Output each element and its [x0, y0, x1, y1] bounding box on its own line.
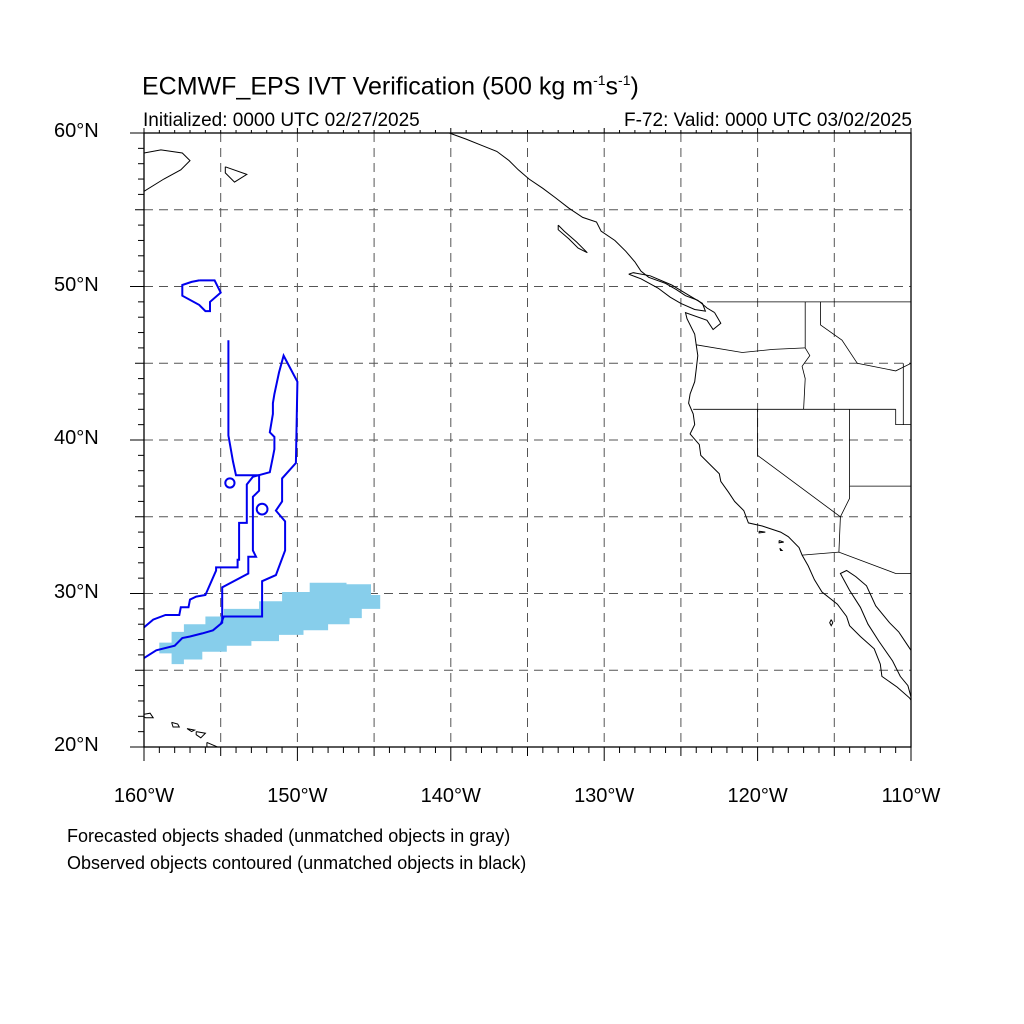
state-border — [802, 551, 911, 574]
state-border — [801, 301, 811, 410]
coastline — [779, 547, 784, 551]
forecast-object — [159, 582, 381, 665]
state-border — [696, 344, 806, 353]
lat-label: 20°N — [54, 734, 99, 756]
lon-label: 110°W — [881, 785, 941, 807]
coastline — [923, 670, 977, 710]
lat-label: 60°N — [54, 120, 99, 142]
coastline — [839, 569, 911, 699]
coastline — [144, 149, 191, 192]
lon-label: 130°W — [574, 785, 635, 807]
coastline — [684, 311, 911, 702]
observed-blob — [224, 477, 236, 489]
caption-observed: Observed objects contoured (unmatched ob… — [67, 853, 527, 873]
coastline — [557, 224, 588, 254]
lat-label: 40°N — [54, 427, 99, 449]
state-border — [820, 301, 911, 372]
observed-objects — [144, 279, 299, 659]
state-border — [757, 409, 841, 553]
coastline — [449, 133, 715, 314]
state-border — [895, 409, 911, 426]
lon-label: 120°W — [727, 785, 788, 807]
observed-blob — [255, 502, 269, 516]
coastline — [829, 619, 834, 627]
forecast-objects — [159, 582, 381, 665]
map-title: ECMWF_EPS IVT Verification (500 kg m-1s-… — [142, 72, 639, 101]
lon-label: 140°W — [420, 785, 481, 807]
observed-object — [181, 279, 222, 313]
lon-label: 150°W — [267, 785, 328, 807]
caption-forecast: Forecasted objects shaded (unmatched obj… — [67, 826, 511, 846]
coastline — [224, 166, 248, 183]
coastlines — [144, 133, 977, 747]
lat-label: 50°N — [54, 273, 99, 296]
grid-lines — [144, 133, 911, 747]
coastline — [206, 741, 219, 747]
axis-ticks — [130, 128, 912, 761]
coastline — [195, 731, 207, 739]
observed-object — [144, 340, 261, 659]
coastline — [186, 728, 197, 733]
coastline — [171, 721, 181, 728]
state-border — [849, 409, 911, 487]
lon-label: 160°W — [113, 785, 175, 807]
valid-time: F-72: Valid: 0000 UTC 03/02/2025 — [624, 110, 912, 131]
coastline — [778, 540, 784, 544]
lat-label: 30°N — [54, 580, 99, 603]
coastline — [758, 530, 766, 534]
state-border — [840, 486, 850, 517]
coastline — [628, 272, 707, 312]
coastline — [144, 712, 155, 719]
observed-object — [144, 352, 299, 629]
initialized-time: Initialized: 0000 UTC 02/27/2025 — [143, 110, 420, 131]
